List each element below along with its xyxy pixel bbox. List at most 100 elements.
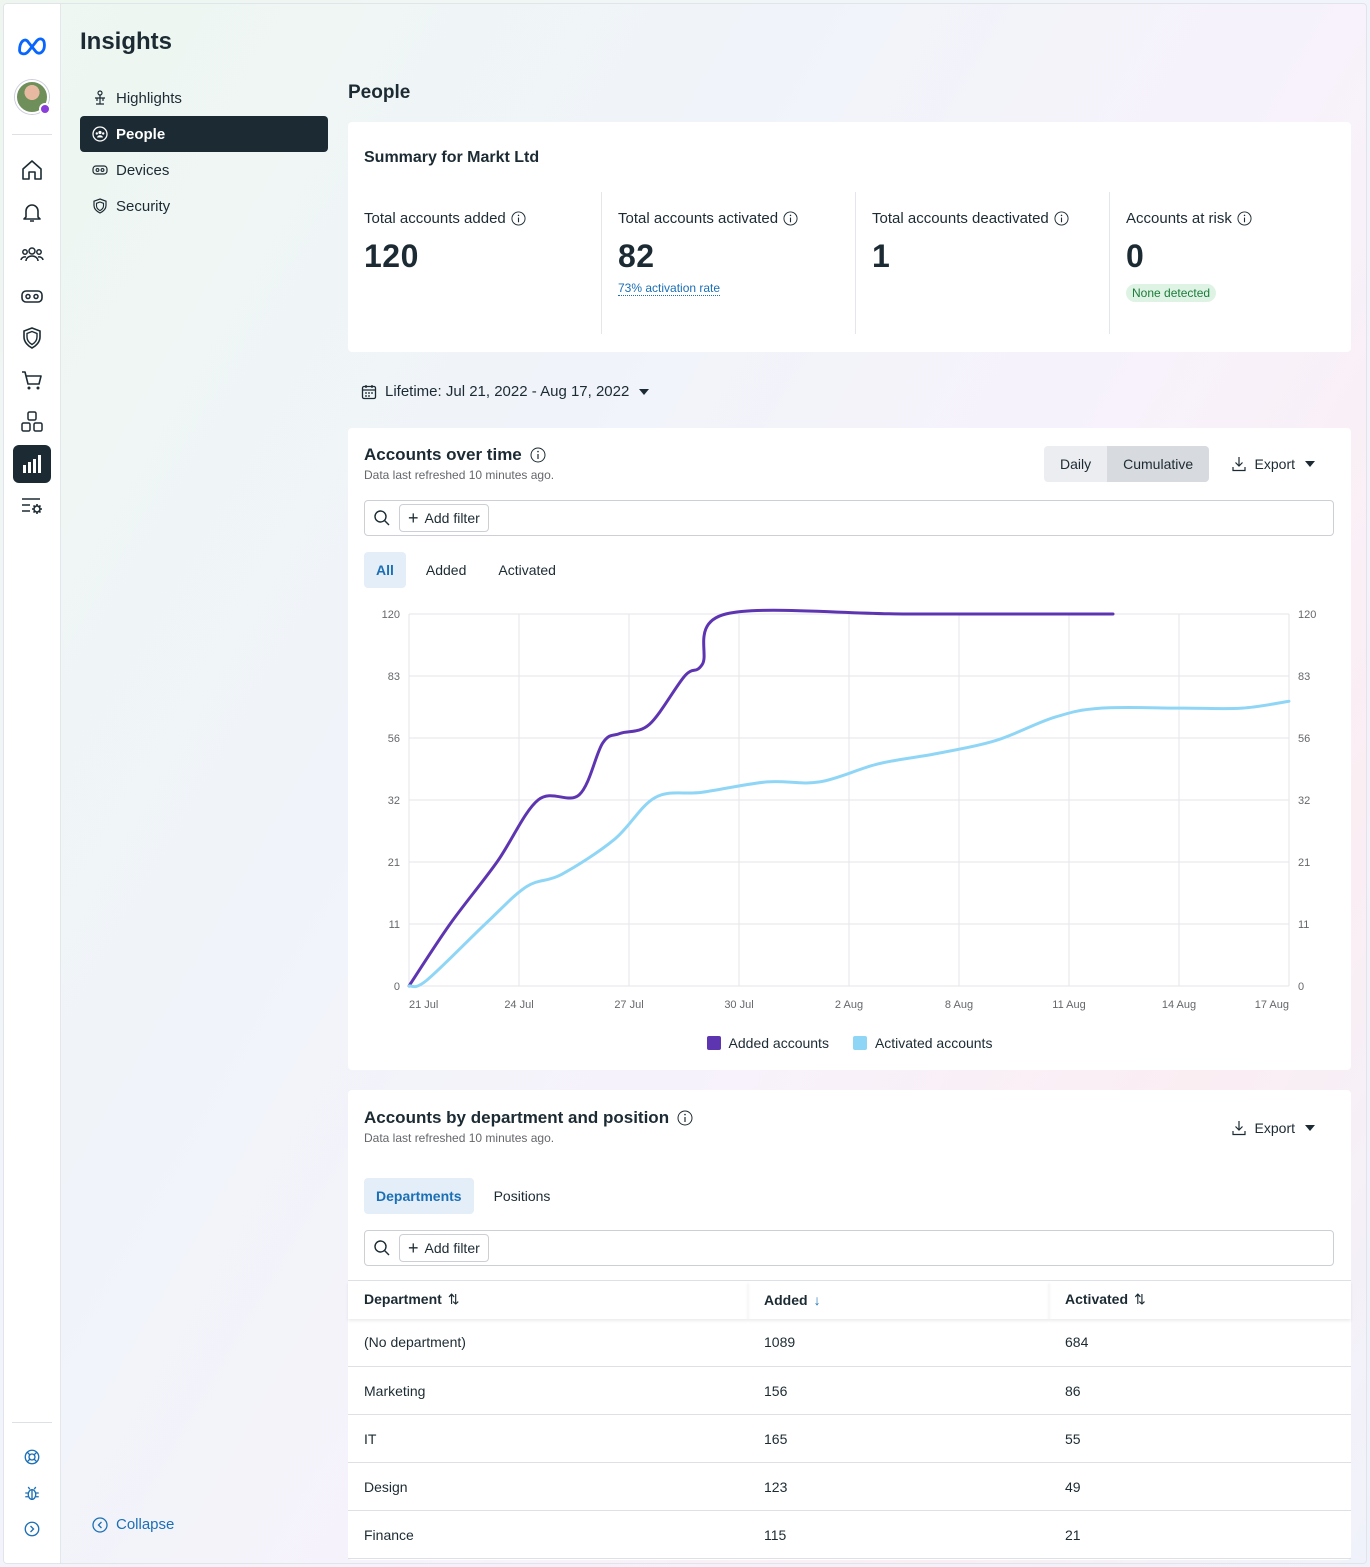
info-icon[interactable] (530, 447, 546, 463)
legend-item-added[interactable]: Added accounts (706, 1035, 829, 1051)
series-line-added-accounts (407, 608, 1115, 988)
y-tick-label-left: 11 (389, 919, 400, 931)
table-row[interactable]: IT 165 55 (348, 1414, 1351, 1463)
table-row[interactable]: Marketing 156 86 (348, 1366, 1351, 1415)
activation-rate-link[interactable]: 73% activation rate (618, 281, 721, 296)
info-icon[interactable] (1054, 211, 1069, 226)
stat-label-wrap: Total accounts deactivated (872, 210, 1069, 227)
chart-legend: Added accounts Activated accounts (348, 1035, 1351, 1051)
filter-bar[interactable]: + Add filter (364, 500, 1334, 536)
stat-accounts-deactivated: Total accounts deactivated 1 (856, 192, 1110, 334)
filter-bar[interactable]: + Add filter (364, 1230, 1334, 1266)
x-tick-label: 17 Aug (1255, 999, 1289, 1011)
stat-accounts-at-risk: Accounts at risk 0 None detected (1110, 192, 1364, 334)
table-cell: 86 (1049, 1366, 1351, 1415)
rail-home[interactable] (13, 151, 51, 189)
sort-icon: ⇅ (447, 1291, 460, 1308)
add-filter-button[interactable]: + Add filter (399, 504, 489, 532)
headset-icon (21, 290, 43, 303)
nav-item-people[interactable]: People (80, 116, 328, 152)
nav-item-security[interactable]: Security (80, 188, 328, 224)
table-cell: Marketing (348, 1366, 748, 1415)
home-icon (22, 160, 42, 180)
accounts-line-chart: 0 0 11 11 21 21 32 32 56 56 83 83 120 120 21 Jul 24 Jul… (382, 608, 1316, 1011)
info-icon[interactable] (1237, 211, 1252, 226)
rail-settings[interactable] (13, 487, 51, 525)
collapse-button[interactable]: Collapse (92, 1516, 174, 1533)
rail-people[interactable] (13, 235, 51, 273)
rail-store[interactable] (13, 361, 51, 399)
download-icon (1231, 1121, 1246, 1136)
tab-activated[interactable]: Activated (498, 562, 556, 578)
export-button[interactable]: Export (1231, 456, 1315, 472)
add-filter-label: Add filter (424, 1240, 480, 1256)
rail-security[interactable] (13, 319, 51, 357)
date-range-label: Lifetime: Jul 21, 2022 - Aug 17, 2022 (385, 383, 630, 400)
add-filter-button[interactable]: + Add filter (399, 1234, 489, 1262)
card-title: Accounts by department and position (364, 1108, 670, 1127)
export-button[interactable]: Export (1231, 1120, 1315, 1136)
table-row[interactable]: Finance 115 21 (348, 1510, 1351, 1559)
legend-label: Added accounts (728, 1035, 829, 1051)
rail-notifications[interactable] (13, 193, 51, 231)
bug-icon (25, 1486, 39, 1501)
column-header-label: Activated (1065, 1291, 1129, 1308)
rail-expand[interactable] (13, 1510, 51, 1548)
table-cell: 21 (1049, 1510, 1351, 1559)
export-label: Export (1254, 456, 1295, 472)
x-tick-label: 27 Jul (614, 999, 643, 1011)
refresh-note: Data last refreshed 10 minutes ago. (364, 1131, 555, 1145)
toggle-cumulative[interactable]: Cumulative (1107, 446, 1210, 482)
y-tick-label-right: 0 (1298, 981, 1304, 993)
y-tick-label-right: 83 (1298, 671, 1310, 683)
lifebuoy-icon (24, 1449, 40, 1465)
bar-chart-icon (23, 455, 41, 473)
department-table: Department ⇅ Added ↓ Activated ⇅ (No depart… (348, 1280, 1351, 1559)
summary-card: Summary for Markt Ltd Total accounts add… (348, 122, 1351, 352)
status-badge: None detected (1126, 284, 1217, 302)
date-range-picker[interactable]: Lifetime: Jul 21, 2022 - Aug 17, 2022 (361, 383, 650, 400)
column-header-activated[interactable]: Activated ⇅ (1049, 1280, 1351, 1319)
toggle-daily[interactable]: Daily (1044, 446, 1108, 482)
meta-logo-icon[interactable] (16, 34, 48, 56)
nav-item-label: Devices (116, 161, 170, 179)
chart-tabs: All Added Activated (364, 552, 576, 588)
summary-title: Summary for Markt Ltd (364, 149, 540, 166)
tab-added[interactable]: Added (425, 562, 467, 578)
card-header: Accounts over time Data last refreshed 1… (364, 445, 554, 482)
info-icon[interactable] (677, 1110, 693, 1126)
rail-report-bug[interactable] (13, 1474, 51, 1512)
rail-devices[interactable] (13, 277, 51, 315)
nav-item-label: Security (116, 197, 171, 215)
avatar[interactable] (15, 80, 51, 115)
search-icon (374, 1240, 390, 1256)
download-icon (1231, 457, 1246, 472)
nav-item-highlights[interactable]: Highlights (80, 80, 328, 116)
nav-item-devices[interactable]: Devices (80, 152, 328, 188)
tab-departments[interactable]: Departments (364, 1178, 474, 1214)
table-cell: (No department) (348, 1318, 748, 1367)
rail-apps[interactable] (13, 403, 51, 441)
rail-help[interactable] (13, 1438, 51, 1476)
y-tick-label-right: 11 (1298, 919, 1309, 931)
info-icon[interactable] (783, 211, 798, 226)
bell-icon (23, 204, 41, 222)
table-row[interactable]: (No department) 1089 684 (348, 1318, 1351, 1367)
legend-item-activated[interactable]: Activated accounts (852, 1035, 992, 1051)
card-title: Accounts over time (364, 445, 522, 464)
table-cell: 115 (748, 1510, 1049, 1559)
stat-value: 0 (1126, 238, 1145, 274)
card-title-row: Accounts by department and position (364, 1108, 693, 1128)
info-icon[interactable] (511, 211, 526, 226)
highlights-icon (95, 90, 105, 105)
nav-item-label: People (116, 125, 166, 143)
table-row[interactable]: Design 123 49 (348, 1462, 1351, 1511)
column-header-department[interactable]: Department ⇅ (348, 1280, 748, 1319)
stat-label: Total accounts deactivated (872, 210, 1049, 227)
tab-all[interactable]: All (364, 552, 406, 588)
column-header-added[interactable]: Added ↓ (748, 1280, 1049, 1319)
export-label: Export (1254, 1120, 1295, 1136)
stat-accounts-activated: Total accounts activated 82 73% activati… (602, 192, 856, 334)
rail-insights[interactable] (13, 445, 51, 483)
tab-positions[interactable]: Positions (493, 1188, 551, 1204)
